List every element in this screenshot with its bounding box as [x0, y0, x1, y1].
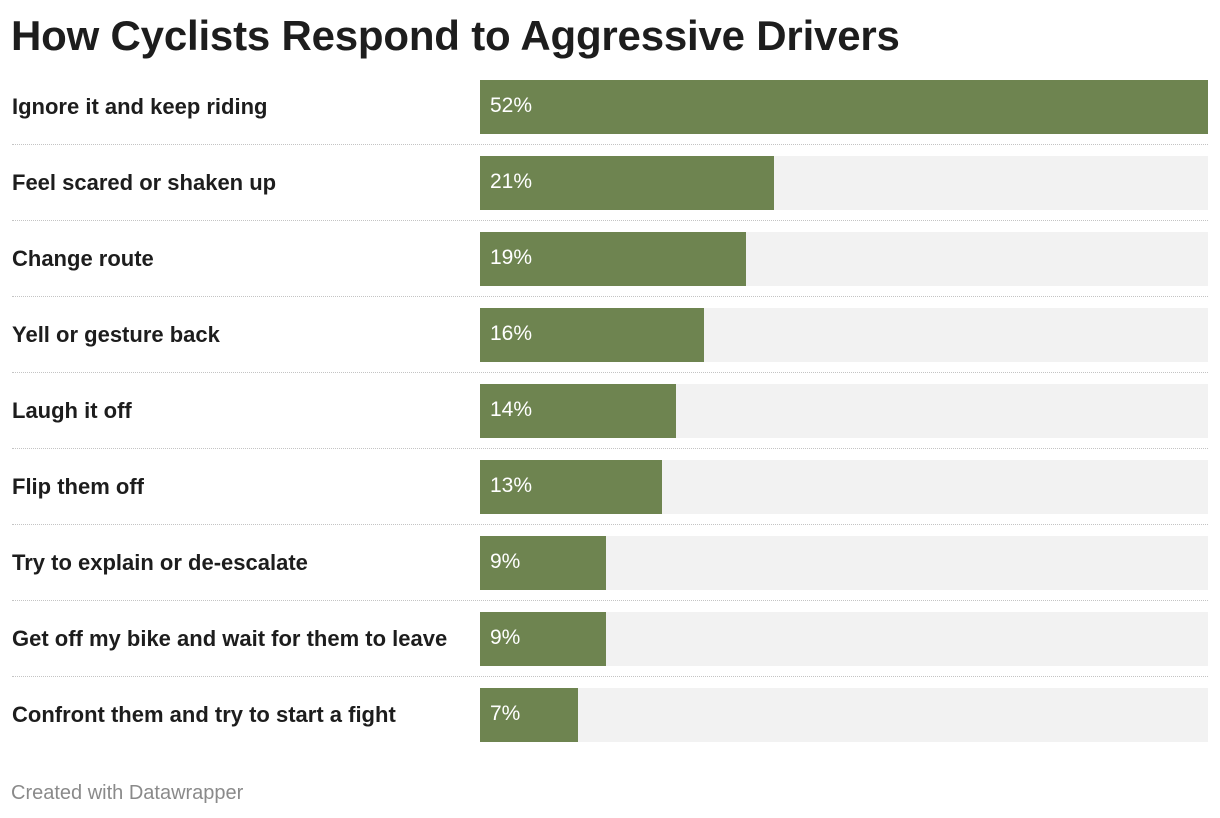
bar-track: 21%: [480, 156, 1208, 210]
chart-row: Confront them and try to start a fight 7%: [0, 688, 1220, 764]
value-label: 52%: [490, 94, 533, 117]
value-label: 9%: [490, 550, 521, 573]
chart-row: Change route 19%: [0, 232, 1220, 308]
row-separator: [12, 220, 1208, 221]
value-label: 14%: [490, 398, 533, 421]
bar: [480, 80, 1208, 134]
value-label: 13%: [490, 474, 533, 497]
category-label: Try to explain or de-escalate: [12, 550, 308, 575]
row-separator: [12, 372, 1208, 373]
category-label: Confront them and try to start a fight: [12, 702, 396, 727]
category-label: Get off my bike and wait for them to lea…: [12, 626, 448, 651]
row-separator: [12, 600, 1208, 601]
category-label: Flip them off: [12, 474, 144, 499]
chart-row: Feel scared or shaken up 21%: [0, 156, 1220, 232]
row-separator: [12, 676, 1208, 677]
bar-track: 9%: [480, 612, 1208, 666]
bar: [480, 612, 606, 666]
value-label: 9%: [490, 626, 521, 649]
chart-row: Laugh it off 14%: [0, 384, 1220, 460]
chart-row: Try to explain or de-escalate 9%: [0, 536, 1220, 612]
chart-row: Flip them off 13%: [0, 460, 1220, 536]
category-label: Yell or gesture back: [12, 322, 220, 347]
category-label: Laugh it off: [12, 398, 132, 423]
value-label: 16%: [490, 322, 533, 345]
row-separator: [12, 524, 1208, 525]
row-separator: [12, 448, 1208, 449]
category-label: Feel scared or shaken up: [12, 170, 277, 195]
bar: [480, 536, 606, 590]
chart-row: Get off my bike and wait for them to lea…: [0, 612, 1220, 688]
bar-track: 52%: [480, 80, 1208, 134]
bar: [480, 460, 662, 514]
bar: [480, 308, 704, 362]
bar-chart: Ignore it and keep riding 52% Feel scared …: [0, 80, 1220, 764]
bar-track: 19%: [480, 232, 1208, 286]
category-label: Ignore it and keep riding: [12, 94, 268, 119]
bar-track: 13%: [480, 460, 1208, 514]
value-label: 21%: [490, 170, 533, 193]
chart-title: How Cyclists Respond to Aggressive Drive…: [11, 12, 900, 59]
chart-row: Yell or gesture back 16%: [0, 308, 1220, 384]
value-label: 7%: [490, 702, 521, 725]
row-separator: [12, 296, 1208, 297]
bar-track: 7%: [480, 688, 1208, 742]
bar-track: 14%: [480, 384, 1208, 438]
bar: [480, 156, 774, 210]
category-label: Change route: [12, 246, 154, 271]
chart-row: Ignore it and keep riding 52%: [0, 80, 1220, 156]
bar-track: 9%: [480, 536, 1208, 590]
value-label: 19%: [490, 246, 533, 269]
bar-track: 16%: [480, 308, 1208, 362]
bar: [480, 688, 578, 742]
row-separator: [12, 144, 1208, 145]
datawrapper-credit[interactable]: Created with Datawrapper: [11, 782, 244, 804]
bar: [480, 384, 676, 438]
bar: [480, 232, 746, 286]
